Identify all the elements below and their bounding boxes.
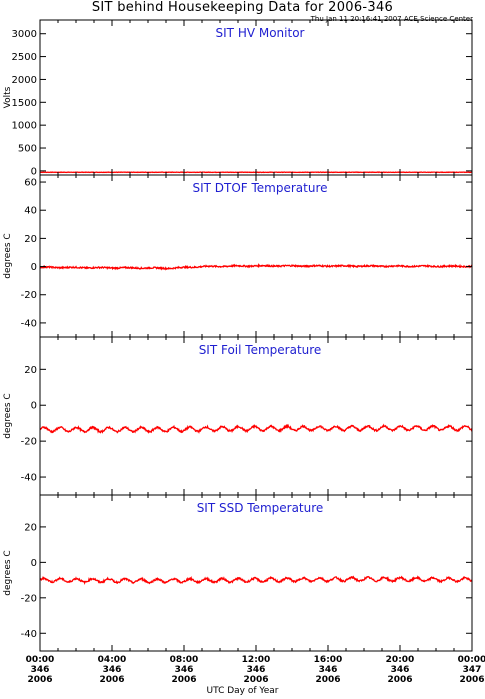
x-tick-doy: 346 [31,665,50,675]
x-tick-year: 2006 [243,675,268,685]
timestamp-label: Thu Jan 11 20:16:41 2007 ACE Science Cen… [310,15,473,23]
data-line [39,423,473,434]
x-tick-doy: 346 [319,665,338,675]
panel-1: 0 500 1000 1500 2000 2500 3000 SIT HV Monitor Vo… [3,19,473,177]
panel-title: SIT SSD Temperature [197,501,324,515]
panel-frame [39,494,473,652]
y-tick-label: 0 [31,401,37,412]
x-tick-doy: 346 [103,665,122,675]
y-axis-label: degrees C [3,233,13,278]
data-line [39,263,473,271]
x-tick-time: 12:00 [242,655,271,665]
x-tick-year: 2006 [315,675,340,685]
panel-frame [39,19,473,176]
y-tick-label: 20 [24,234,37,245]
x-tick-doy: 347 [463,665,482,675]
x-tick-doy: 346 [175,665,194,675]
x-tick-year: 2006 [387,675,412,685]
y-tick-label: 0 [31,262,37,273]
x-tick-year: 2006 [459,675,484,685]
x-tick-time: 08:00 [170,655,199,665]
x-tick-labels: 00:00346200604:00346200608:00346200612:0… [26,655,485,685]
x-tick-time: 04:00 [98,655,127,665]
y-tick-label: 500 [18,144,37,155]
panel-title: SIT HV Monitor [216,26,305,40]
x-axis-label: UTC Day of Year [206,686,279,696]
y-tick-label: 60 [24,178,37,189]
y-axis-label: degrees C [3,550,13,595]
figure-title: SIT behind Housekeeping Data for 2006-34… [91,0,394,15]
y-tick-label: -40 [21,629,37,640]
panel-title: SIT DTOF Temperature [192,181,327,195]
x-tick-time: 20:00 [386,655,415,665]
y-tick-label: -20 [21,290,37,301]
y-tick-label: 3000 [12,29,37,40]
x-tick-doy: 346 [391,665,410,675]
panel-3: -40 -20 0 20 SIT Foil Temperature degrees C [3,336,473,496]
y-tick-label: 0 [31,166,37,177]
y-tick-label: 1500 [12,98,37,109]
x-tick-time: 16:00 [314,655,343,665]
panel-4: -40 -20 0 20 SIT SSD Temperature degrees C [3,494,473,652]
y-tick-label: 40 [24,206,37,217]
y-tick-label: -20 [21,437,37,448]
y-axis-label: degrees C [3,393,13,438]
y-tick-label: -40 [21,318,37,329]
panel-2: -40 -20 0 20 40 60 SIT DTOF Temperature degrees… [3,174,473,338]
y-tick-label: 1000 [12,121,37,132]
panel-frame [39,336,473,496]
x-tick-time: 00:00 [458,655,485,665]
x-tick-time: 00:00 [26,655,55,665]
y-tick-label: 2500 [12,52,37,63]
x-tick-year: 2006 [171,675,196,685]
data-line [39,575,473,586]
y-tick-label: 0 [31,558,37,569]
panel-frame [39,174,473,338]
y-tick-label: 20 [24,365,37,376]
x-tick-year: 2006 [27,675,52,685]
panel-title: SIT Foil Temperature [199,343,322,357]
y-tick-label: -20 [21,593,37,604]
y-tick-label: 20 [24,522,37,533]
y-tick-label: 2000 [12,75,37,86]
y-tick-label: -40 [21,473,37,484]
x-tick-year: 2006 [99,675,124,685]
y-axis-label: Volts [3,86,13,108]
x-tick-doy: 346 [247,665,266,675]
